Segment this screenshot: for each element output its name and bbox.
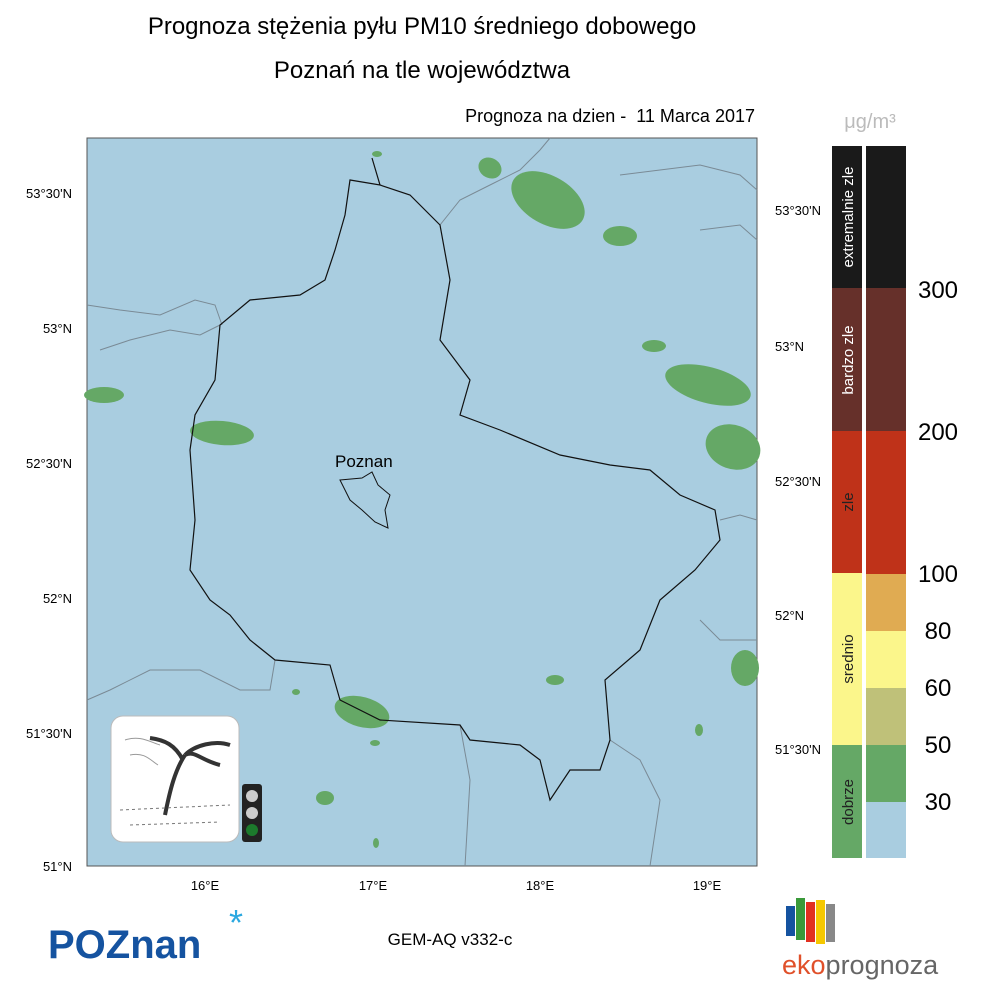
threshold-label: 200 — [918, 419, 958, 446]
lon-labels: 16°E 17°E 18°E 19°E — [191, 878, 722, 893]
lat-label: 53°N — [43, 321, 72, 336]
logo-star: * — [229, 902, 243, 943]
logo-prognoza: prognoza — [826, 950, 940, 980]
logo-eko: eko — [782, 950, 826, 980]
subtitle: Poznań na tle województwa — [274, 57, 571, 84]
threshold-label: 50 — [925, 732, 952, 759]
lat-label: 52°30'N — [775, 474, 821, 489]
lat-label: 53°30'N — [26, 186, 72, 201]
lon-label: 16°E — [191, 878, 220, 893]
threshold-label: 100 — [918, 561, 958, 588]
voivodeship-border — [189, 157, 721, 802]
left-lat-labels: 53°30'N 53°N 52°30'N 52°N 51°30'N 51°N — [26, 186, 72, 874]
lat-label: 52°N — [43, 591, 72, 606]
category-label: bardzo zle — [840, 325, 857, 394]
lon-label: 17°E — [359, 878, 388, 893]
title: Prognoza stężenia pyłu PM10 średniego do… — [148, 13, 696, 40]
lat-label: 51°30'N — [775, 742, 821, 757]
forecast-date: Prognoza na dzien - 11 Marca 2017 — [465, 106, 755, 126]
wind-icon — [110, 715, 240, 843]
category-labels: extremalnie zle bardzo zle zle srednio d… — [840, 167, 857, 825]
lat-label: 52°N — [775, 608, 804, 623]
lat-label: 52°30'N — [26, 456, 72, 471]
threshold-labels: 300 200 100 80 60 50 30 — [918, 277, 958, 816]
threshold-label: 60 — [925, 675, 952, 702]
neighbour-borders — [86, 137, 758, 867]
right-lat-labels: 53°30'N 53°N 52°30'N 52°N 51°30'N — [775, 203, 821, 757]
lat-label: 51°N — [43, 859, 72, 874]
lat-label: 51°30'N — [26, 726, 72, 741]
threshold-label: 80 — [925, 618, 952, 645]
scale-bar — [866, 146, 906, 858]
category-label: dobrze — [840, 779, 857, 825]
legend-unit: μg/m³ — [844, 111, 896, 133]
city-border — [339, 471, 391, 529]
category-label: extremalnie zle — [840, 167, 857, 268]
pollution-areas — [84, 151, 761, 848]
lat-label: 53°30'N — [775, 203, 821, 218]
traffic-light — [242, 784, 262, 842]
category-label: zle — [840, 492, 857, 511]
category-label: srednio — [840, 634, 857, 683]
category-bar — [832, 146, 862, 858]
city-label: Poznan — [335, 452, 393, 471]
ekoprognoza-logo: ekoprognoza — [782, 950, 939, 980]
ekoprognoza-bars — [786, 898, 835, 944]
lon-label: 19°E — [693, 878, 722, 893]
threshold-label: 30 — [925, 789, 952, 816]
model-label: GEM-AQ v332-c — [388, 930, 513, 949]
poznan-logo: POZnan — [48, 923, 201, 967]
lat-label: 53°N — [775, 339, 804, 354]
lon-label: 18°E — [526, 878, 555, 893]
threshold-label: 300 — [918, 277, 958, 304]
